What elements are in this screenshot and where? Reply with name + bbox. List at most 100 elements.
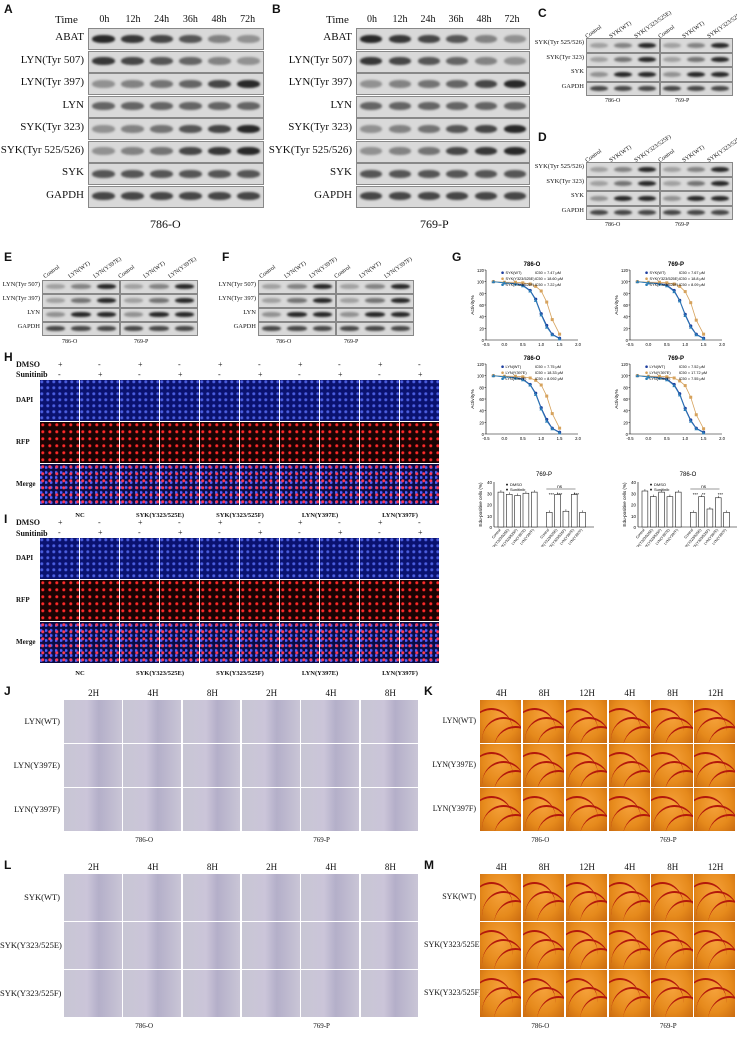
blot-band: [475, 124, 497, 133]
blood-vessel: [579, 996, 607, 1017]
wound-image: [123, 788, 182, 831]
time-header: 4H: [495, 688, 507, 698]
blot-band: [340, 298, 360, 304]
blood-vessel: [665, 996, 693, 1017]
micrograph: [160, 380, 199, 421]
x-tick-label: 1.5: [557, 436, 563, 441]
sunitinib-sign: -: [58, 528, 61, 537]
blood-vessel: [608, 752, 642, 787]
data-point: [491, 279, 496, 284]
blot-row-label: GAPDH: [561, 206, 584, 214]
blot-strip: [258, 294, 336, 308]
data-point: [678, 284, 682, 288]
data-point: [550, 412, 554, 416]
y-tick-label: 60: [479, 303, 484, 308]
blot-row-label: LYN(Tyr 397): [218, 295, 256, 302]
time-label-a: Time: [55, 14, 78, 26]
micrograph: [280, 622, 319, 663]
blot-band: [503, 169, 526, 178]
blood-vessel: [579, 948, 607, 969]
blood-vessel: [567, 805, 607, 831]
blot-strip: [258, 308, 336, 322]
dmso-sign: -: [258, 518, 261, 527]
blot-band: [208, 124, 231, 133]
panel-label-k: K: [424, 684, 433, 698]
micrograph: [40, 464, 79, 505]
blot-row-label: SYK(Tyr 323): [546, 177, 584, 185]
cam-image: [694, 970, 736, 1017]
cam-image: [651, 788, 693, 831]
blot-row-label: LYN: [330, 98, 352, 111]
significance-label: ns: [701, 484, 707, 489]
dmso-sign: -: [98, 360, 101, 369]
micrograph: [160, 538, 199, 579]
chart-title: 769-P: [668, 356, 684, 362]
blot-band: [150, 124, 173, 133]
micrograph: [320, 580, 359, 621]
time-header: 8H: [206, 688, 218, 698]
micrograph: [80, 622, 119, 663]
blood-vessel: [694, 708, 727, 743]
panel-label-d: D: [538, 130, 547, 144]
blot-band: [262, 298, 282, 304]
group-label: NC: [75, 670, 85, 677]
wound-image: [242, 700, 300, 743]
legend-label: SYK(Y323/525F): [650, 283, 679, 287]
blot-band: [179, 79, 202, 88]
data-point: [702, 427, 706, 431]
blot-band: [237, 124, 260, 133]
y-tick-label: 80: [623, 385, 628, 390]
micrograph: [120, 538, 159, 579]
dmso-sign: -: [338, 518, 341, 527]
blot-band: [208, 169, 231, 178]
column-header: LYN(WT): [67, 260, 92, 280]
blot-band: [687, 71, 706, 77]
blood-vessel: [565, 708, 599, 743]
blot-row-label: SYK(Tyr 525/526): [534, 39, 584, 46]
dmso-sign: +: [378, 518, 383, 527]
cell-line-label: 769-P: [659, 1022, 677, 1030]
row-label: DAPI: [16, 554, 34, 562]
micrograph: [280, 380, 319, 421]
time-header: 4H: [495, 862, 507, 872]
blood-vessel: [708, 770, 736, 787]
blot-band: [121, 147, 144, 156]
blot-band: [121, 79, 144, 88]
blot-band: [503, 34, 526, 43]
blood-vessel: [524, 939, 565, 969]
blot-band: [389, 79, 411, 88]
time-header: 8H: [667, 688, 679, 698]
column-headers-e: Control LYN(WT) LYN(Y397E) Control LYN(WT) LY…: [42, 254, 198, 280]
blot-band: [589, 181, 608, 187]
blood-vessel: [694, 978, 727, 1017]
time-header: 36h: [448, 14, 464, 25]
blot-row-label: LYN(Tyr 397): [288, 76, 352, 88]
x-tick-label: 0.5: [520, 342, 526, 347]
cell-line-label: 769-P: [659, 836, 677, 844]
blood-vessel: [522, 882, 556, 921]
blot-band: [92, 147, 115, 156]
blood-vessel: [579, 900, 607, 921]
blot-band: [663, 71, 682, 77]
blot-rows-e: LYN(Tyr 507) LYN(Tyr 397) LYN GAPDH: [0, 280, 200, 336]
blot-band: [475, 79, 497, 88]
fluorescence-grid-h: DAPI RFP Merge: [0, 380, 440, 510]
blot-strip: [586, 162, 660, 177]
blot-band: [149, 298, 169, 304]
blood-vessel: [482, 717, 522, 743]
blood-vessel: [480, 930, 513, 969]
sunitinib-sign: -: [138, 528, 141, 537]
data-point: [646, 281, 651, 285]
blot-rows-f: LYN(Tyr 507) LYN(Tyr 397) LYN GAPDH: [216, 280, 416, 336]
panel-label-i: I: [4, 512, 8, 526]
blood-vessel: [622, 726, 650, 743]
panel-label-j: J: [4, 684, 11, 698]
wound-image: [64, 788, 122, 831]
x-tick-label: Control: [683, 528, 694, 540]
data-point: [534, 284, 538, 288]
blot-band: [365, 298, 385, 304]
sunitinib-sign: -: [138, 370, 141, 379]
micrograph: [160, 622, 199, 663]
blot-band: [340, 284, 360, 290]
micrograph: [240, 464, 279, 505]
